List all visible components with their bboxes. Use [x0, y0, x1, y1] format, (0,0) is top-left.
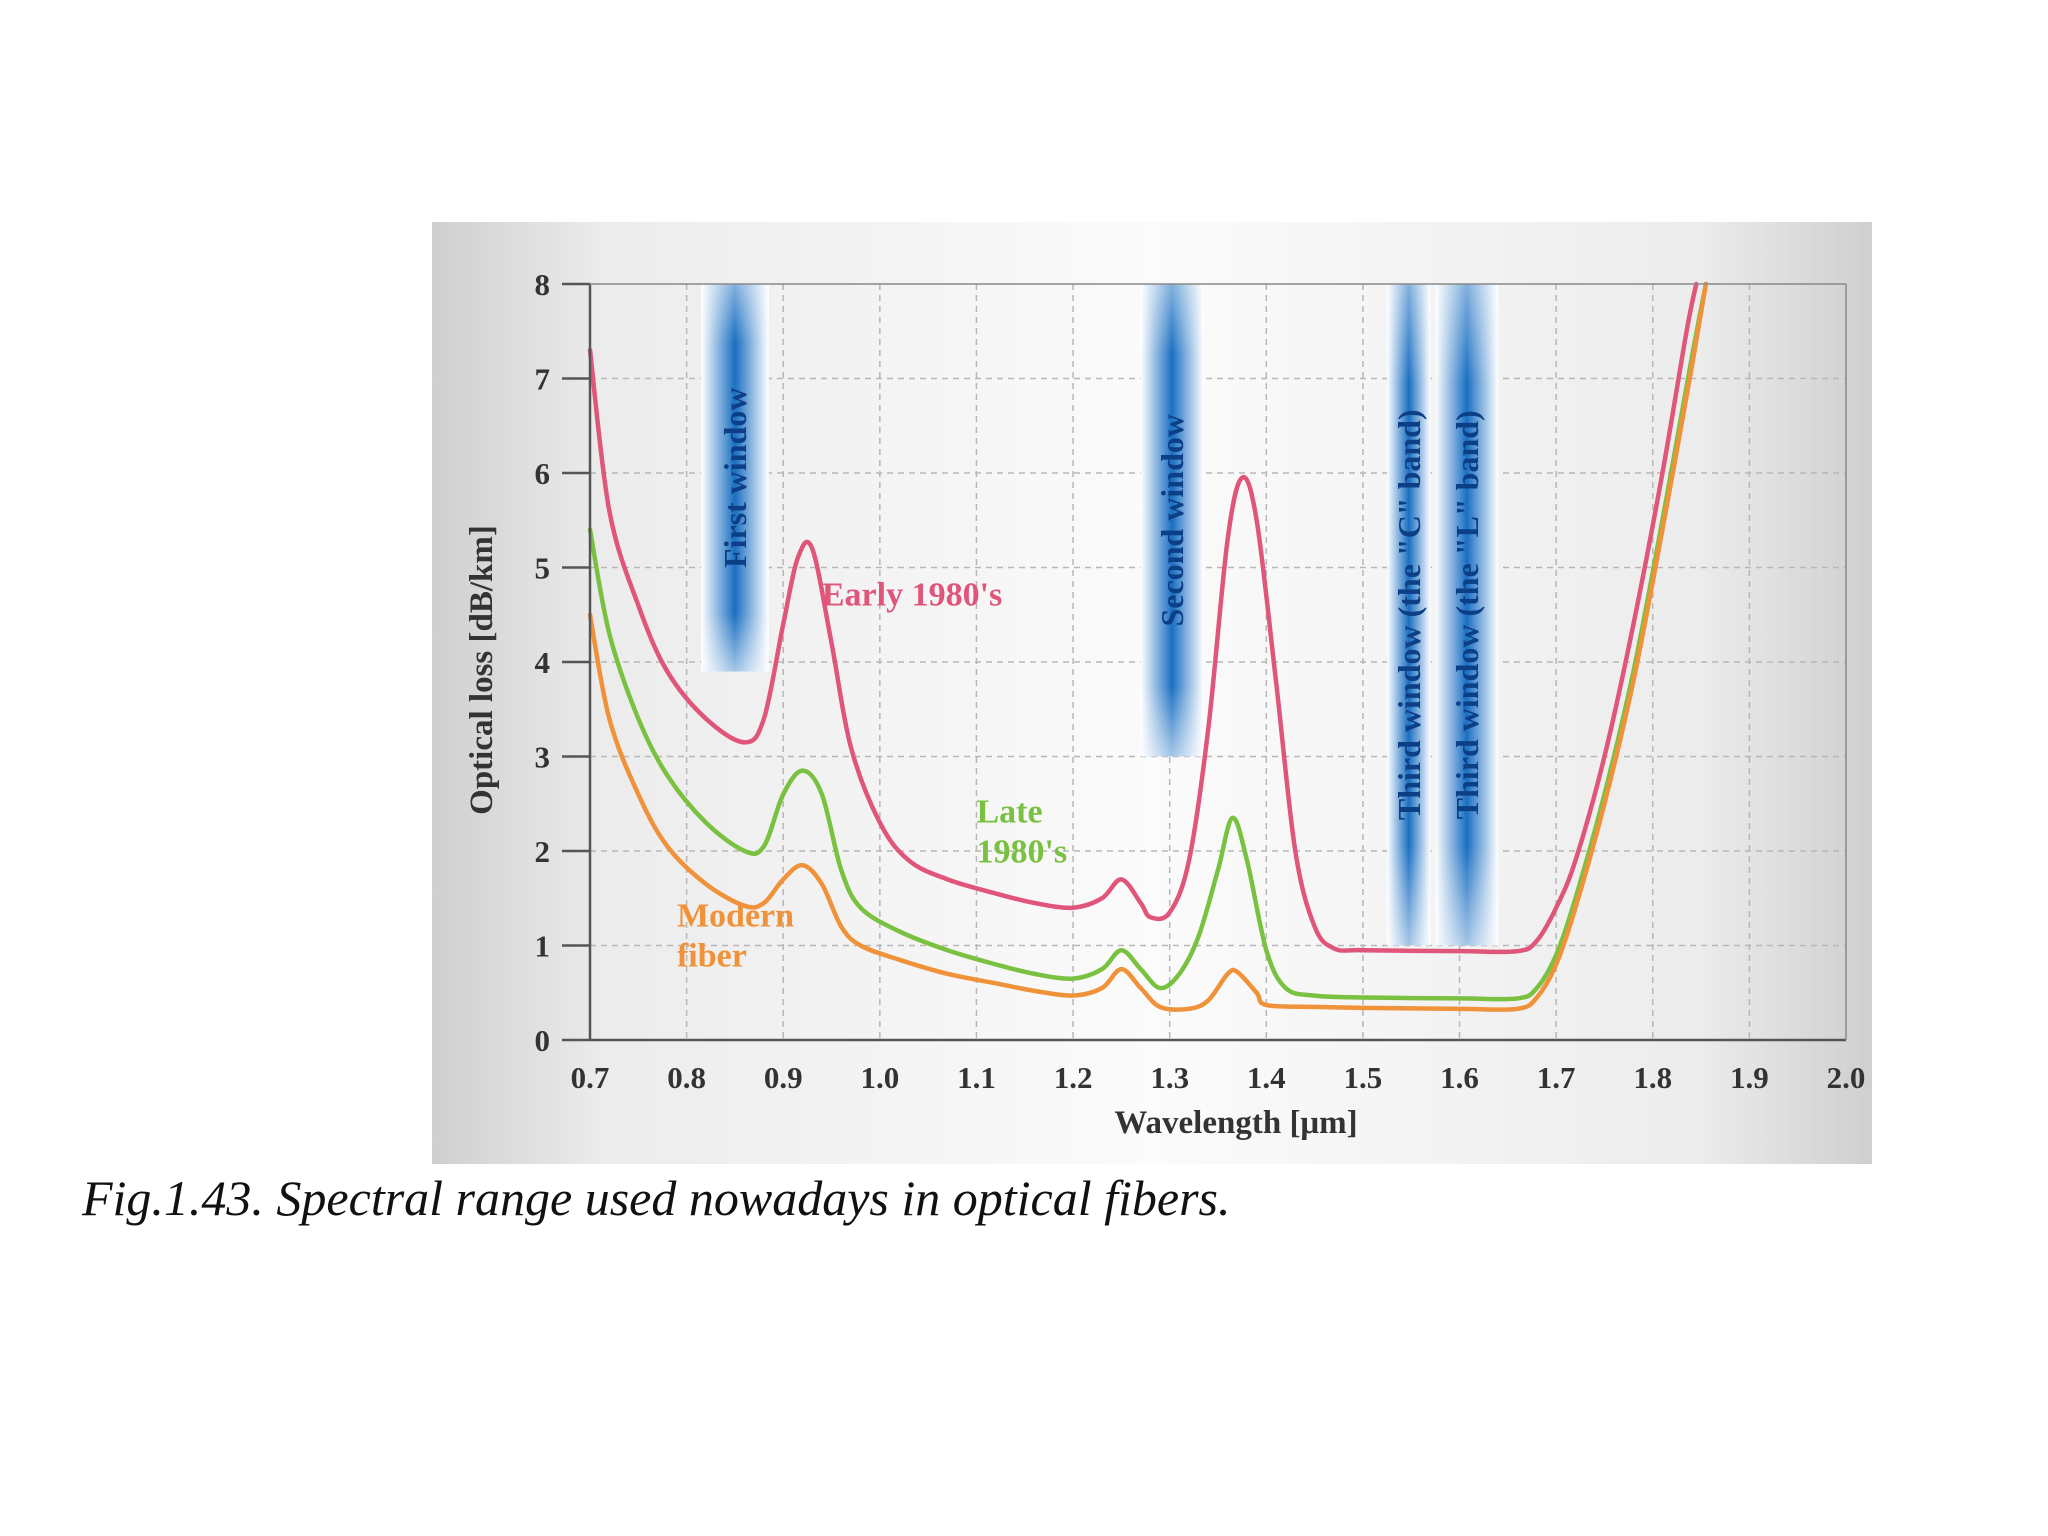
x-tick-label: 0.7: [571, 1060, 610, 1095]
window-label: Second window: [1154, 414, 1190, 627]
window-label: First window: [717, 387, 753, 567]
x-tick-label: 2.0: [1827, 1060, 1866, 1095]
transmission-windows: First window Second window Third window (t…: [701, 284, 1499, 946]
window-label: Third window (the "L" band): [1449, 410, 1485, 819]
series-label: Late: [976, 794, 1042, 831]
window-band: First window: [701, 284, 769, 672]
series-label: Early 1980's: [822, 576, 1002, 613]
axes: 0 1 2 3 4 5 6 7 8 0.7 0.8 0.9 1.0 1.1 1.2 1.3 1.4 1.5 1.6 1…: [535, 267, 1866, 1095]
window-band-fade: [1140, 284, 1204, 757]
x-tick-label: 1.9: [1730, 1060, 1769, 1095]
x-tick-label: 1.7: [1537, 1060, 1576, 1095]
x-tick-label: 1.0: [860, 1060, 899, 1095]
window-band-fade: [701, 284, 769, 672]
window-band-fade: [1435, 284, 1499, 946]
window-band: Third window (the "C" band): [1387, 284, 1431, 946]
series-line: [587, 281, 1699, 955]
y-tick-label: 0: [535, 1023, 551, 1058]
x-tick-label: 0.9: [764, 1060, 803, 1095]
y-tick-label: 7: [535, 362, 551, 397]
y-tick-label: 2: [535, 834, 551, 869]
loss-curves: [587, 281, 1709, 1012]
window-band: Second window: [1140, 284, 1204, 757]
y-tick-label: 1: [535, 929, 551, 964]
series-line: [587, 281, 1709, 1012]
x-tick-label: 1.4: [1247, 1060, 1286, 1095]
y-tick-label: 6: [535, 456, 551, 491]
y-tick-label: 5: [535, 551, 551, 586]
x-tick-label: 1.5: [1344, 1060, 1383, 1095]
x-axis-title: Wavelength [μm]: [1114, 1105, 1357, 1141]
series-line: [587, 281, 1709, 1002]
y-tick-label: 3: [535, 740, 551, 775]
figure-caption: Fig.1.43. Spectral range used nowadays i…: [81, 1170, 1231, 1226]
x-tick-label: 1.1: [957, 1060, 996, 1095]
x-tick-label: 1.2: [1054, 1060, 1093, 1095]
series-label: Modern: [677, 898, 794, 935]
y-axis-title: Optical loss [dB/km]: [464, 525, 500, 815]
window-band-fade: [1387, 284, 1431, 946]
y-tick-label: 8: [535, 267, 551, 302]
x-tick-label: 1.6: [1440, 1060, 1479, 1095]
y-tick-label: 4: [535, 645, 551, 680]
x-tick-label: 0.8: [667, 1060, 706, 1095]
series-label: 1980's: [976, 834, 1067, 871]
window-label: Third window (the "C" band): [1391, 409, 1427, 820]
window-band: Third window (the "L" band): [1435, 284, 1499, 946]
series-label: fiber: [677, 938, 747, 975]
x-tick-label: 1.3: [1150, 1060, 1189, 1095]
x-tick-label: 1.8: [1633, 1060, 1672, 1095]
